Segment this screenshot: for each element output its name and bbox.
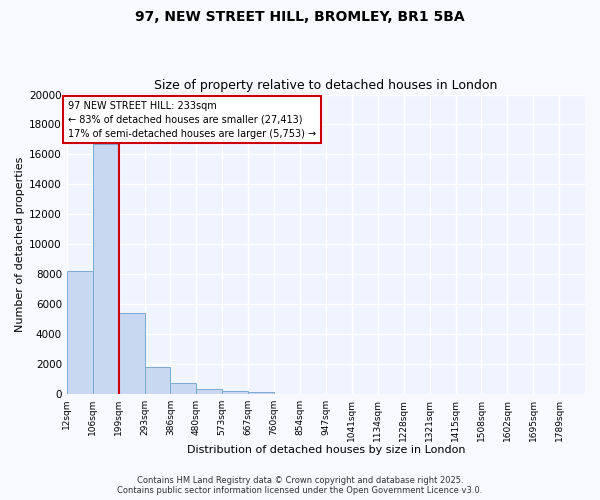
Title: Size of property relative to detached houses in London: Size of property relative to detached ho… [154,79,497,92]
Bar [222,391,248,394]
Bar [93,144,119,394]
Y-axis label: Number of detached properties: Number of detached properties [15,156,25,332]
X-axis label: Distribution of detached houses by size in London: Distribution of detached houses by size … [187,445,465,455]
Bar [145,367,170,394]
Bar [170,384,196,394]
Text: 97, NEW STREET HILL, BROMLEY, BR1 5BA: 97, NEW STREET HILL, BROMLEY, BR1 5BA [135,10,465,24]
Bar [119,313,145,394]
Text: Contains HM Land Registry data © Crown copyright and database right 2025.
Contai: Contains HM Land Registry data © Crown c… [118,476,482,495]
Bar [248,392,274,394]
Text: 97 NEW STREET HILL: 233sqm
← 83% of detached houses are smaller (27,413)
17% of : 97 NEW STREET HILL: 233sqm ← 83% of deta… [68,100,316,138]
Bar [67,271,93,394]
Bar [196,390,222,394]
